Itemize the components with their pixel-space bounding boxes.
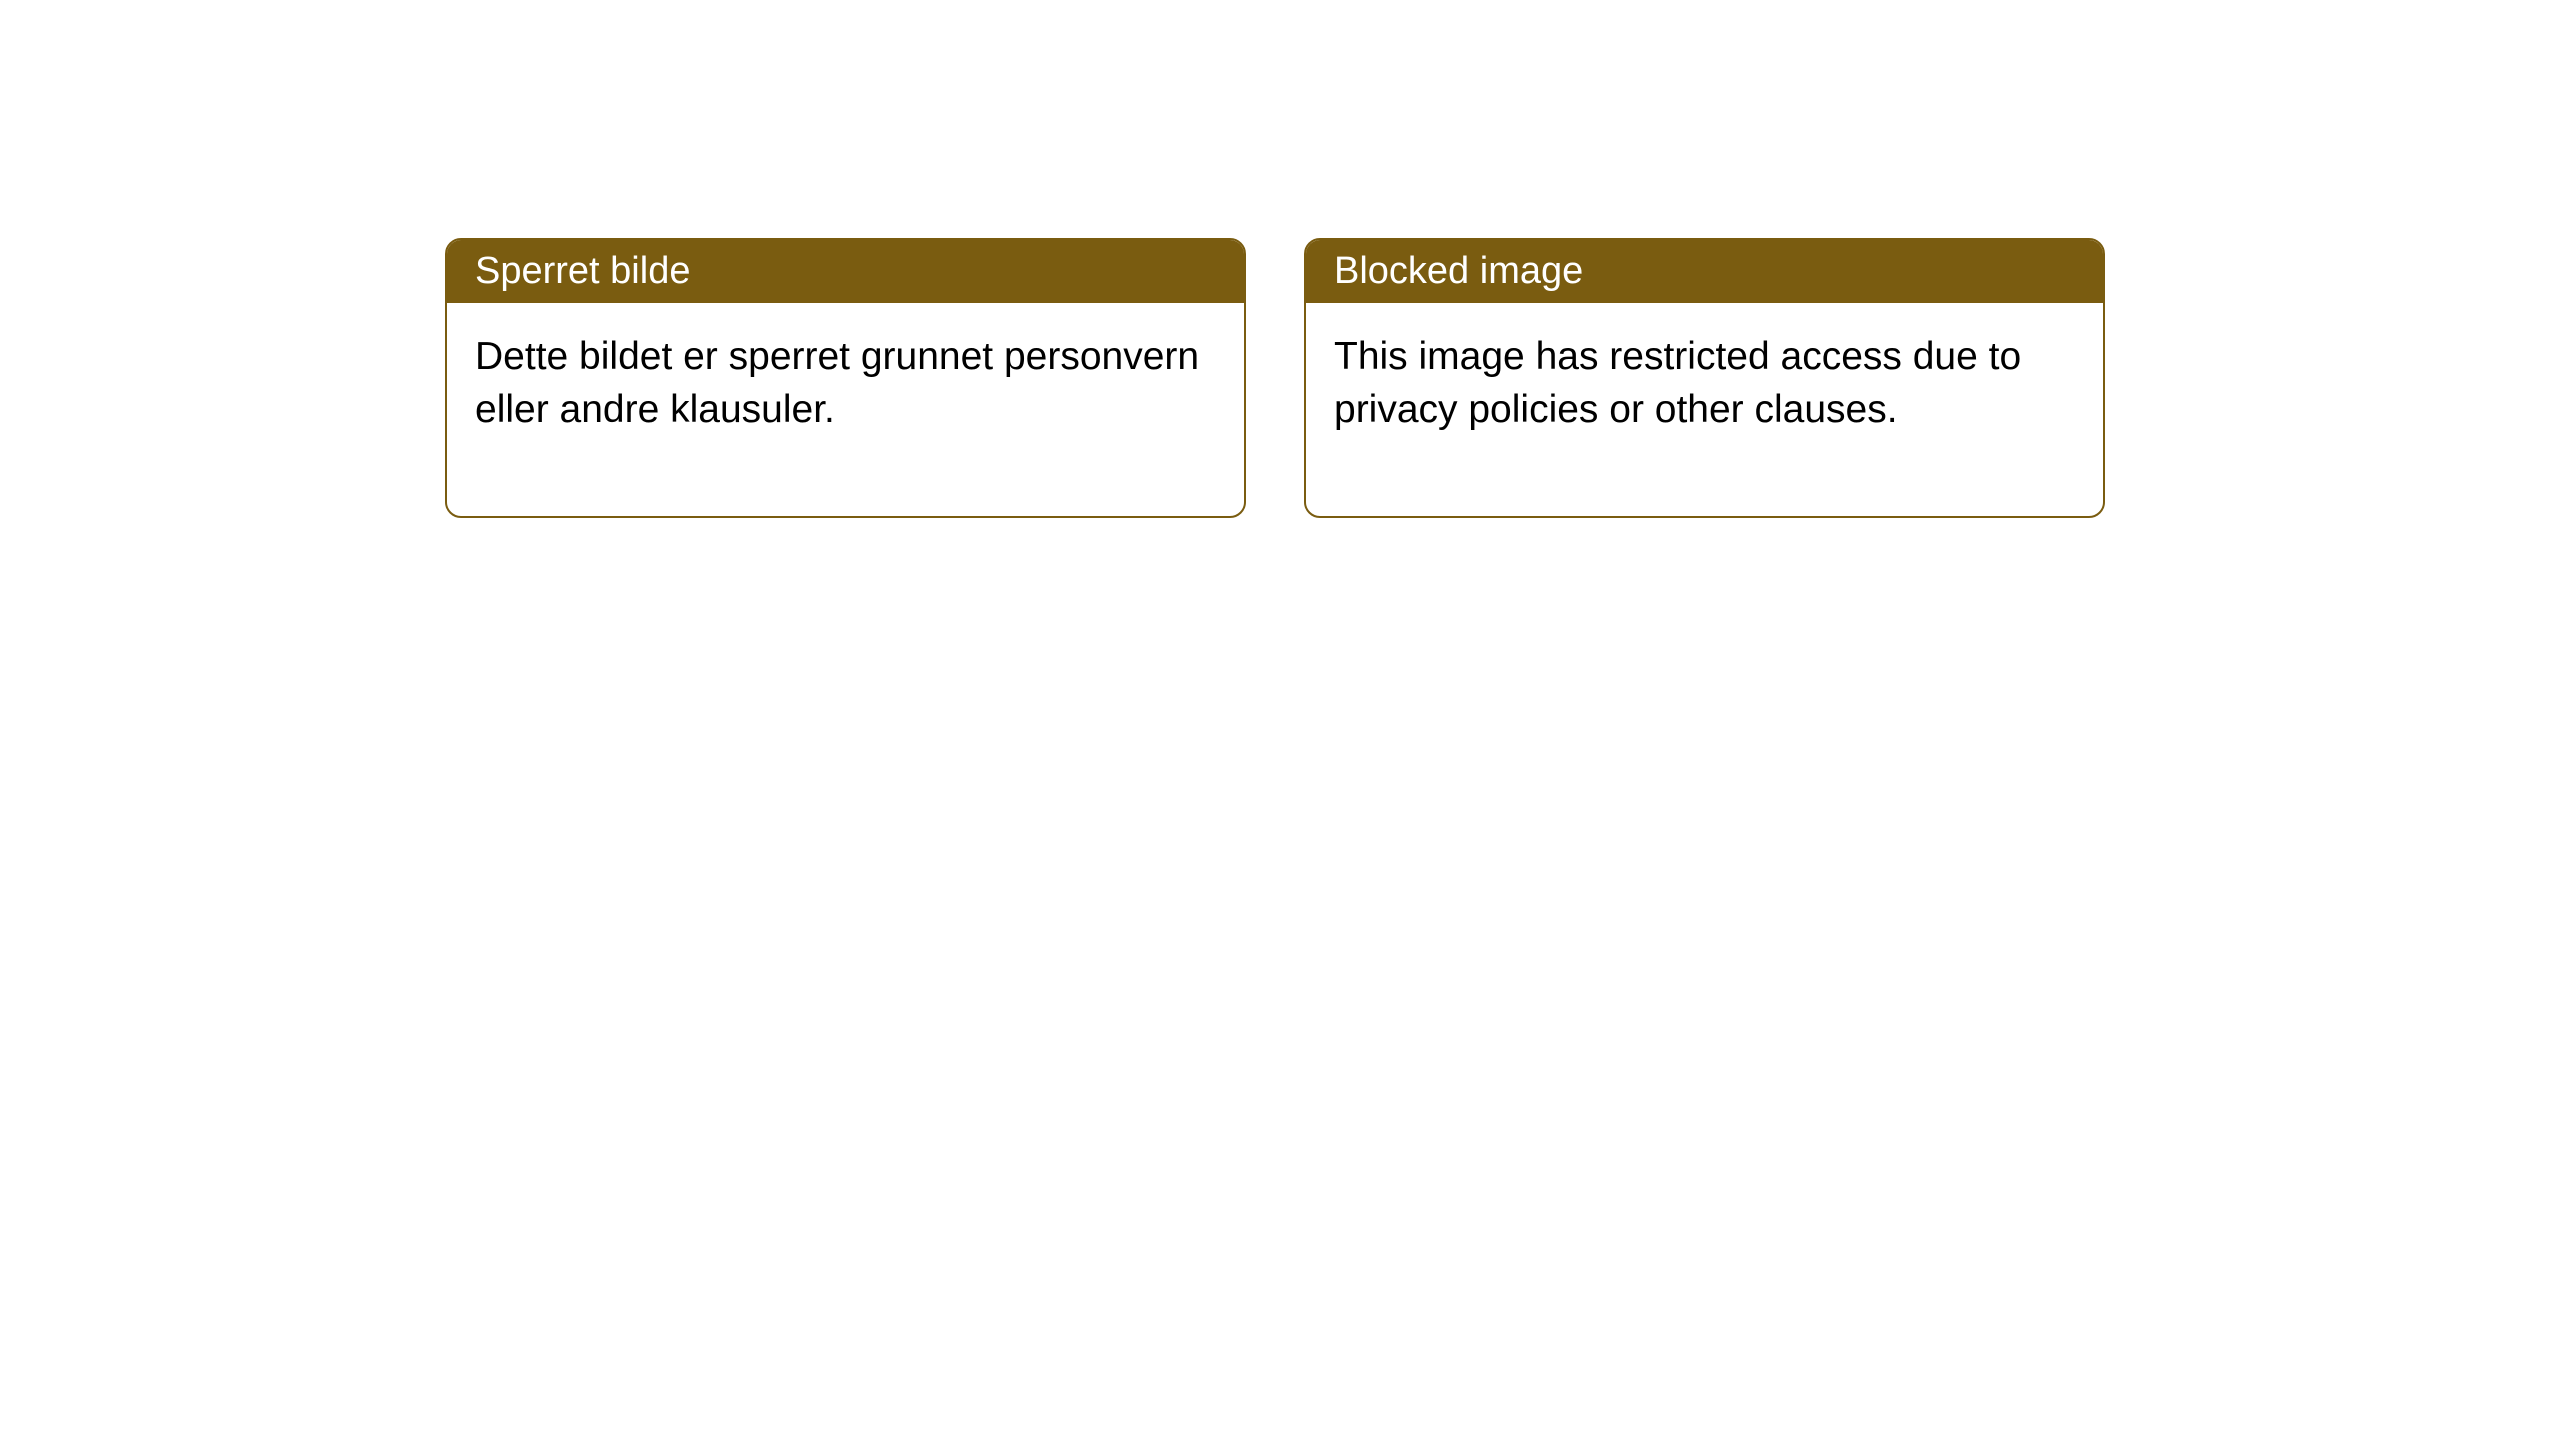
card-header-text: Sperret bilde [475, 250, 690, 292]
notice-card-english: Blocked image This image has restricted … [1304, 238, 2105, 518]
card-header: Blocked image [1306, 240, 2103, 303]
notice-container: Sperret bilde Dette bildet er sperret gr… [445, 238, 2105, 518]
card-body-text: This image has restricted access due to … [1334, 331, 2075, 436]
card-body: Dette bildet er sperret grunnet personve… [447, 303, 1244, 516]
notice-card-norwegian: Sperret bilde Dette bildet er sperret gr… [445, 238, 1246, 518]
card-header: Sperret bilde [447, 240, 1244, 303]
card-body: This image has restricted access due to … [1306, 303, 2103, 516]
card-header-text: Blocked image [1334, 250, 1583, 292]
card-body-text: Dette bildet er sperret grunnet personve… [475, 331, 1216, 436]
